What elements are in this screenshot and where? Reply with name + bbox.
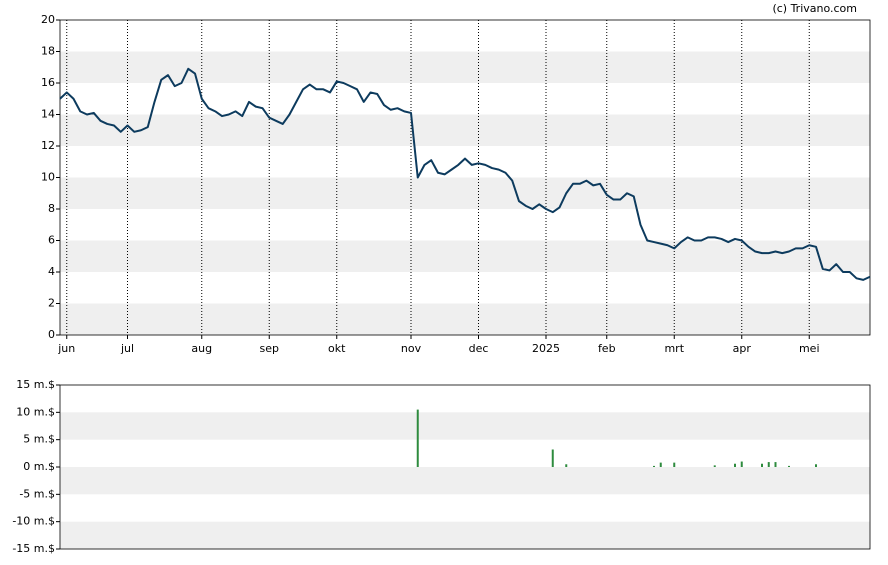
x-tick-label: feb [598, 342, 616, 355]
y-tick-label: 18 [41, 45, 55, 58]
y-tick-label: 2 [48, 297, 55, 310]
x-tick-label: 2025 [532, 342, 560, 355]
volume-bar [416, 409, 419, 467]
price-line [59, 67, 871, 281]
plot-frame [59, 384, 871, 550]
y-tick-label: -5 m.$ [19, 487, 55, 500]
y-tick-label: 10 m.$ [16, 405, 55, 418]
grid-band [60, 51, 870, 83]
y-tick-label: 16 [41, 76, 55, 89]
y-tick-label: 5 m.$ [23, 433, 55, 446]
x-tick-label: sep [260, 342, 279, 355]
y-tick-label: 14 [41, 108, 55, 121]
grid-band [60, 240, 870, 272]
x-tick-label: jul [120, 342, 134, 355]
x-tick-label: dec [469, 342, 489, 355]
grid-band [60, 177, 870, 209]
grid-band [60, 521, 870, 549]
grid-band [60, 303, 870, 335]
volume-bar [774, 462, 777, 467]
x-tick-label: apr [733, 342, 752, 355]
volume-bar [767, 462, 770, 467]
y-tick-label: 6 [48, 234, 55, 247]
volume-bar [815, 464, 817, 467]
x-tick-label: okt [328, 342, 346, 355]
volume-bar [653, 465, 655, 467]
y-tick-label: 12 [41, 139, 55, 152]
plot-frame [59, 19, 871, 336]
volume-bar [740, 461, 743, 467]
y-tick-label: -15 m.$ [12, 542, 55, 555]
volume-bar [788, 465, 790, 467]
volume-bar [734, 463, 736, 467]
volume-bar [713, 465, 716, 467]
volume-bar [673, 462, 676, 467]
y-tick-label: -10 m.$ [12, 515, 55, 528]
x-tick-label: jun [57, 342, 75, 355]
y-tick-label: 4 [48, 265, 55, 278]
x-tick-label: aug [191, 342, 212, 355]
y-tick-label: 0 m.$ [23, 460, 55, 473]
volume-bar [565, 464, 568, 467]
volume-bar [761, 463, 763, 467]
x-tick-label: mrt [664, 342, 684, 355]
volume-bar [659, 462, 662, 467]
y-tick-label: 15 m.$ [16, 378, 55, 391]
y-tick-label: 8 [48, 202, 55, 215]
x-tick-label: nov [401, 342, 422, 355]
credit: (c) Trivano.com [772, 2, 857, 15]
grid-band [60, 114, 870, 146]
y-tick-label: 20 [41, 13, 55, 26]
x-tick-label: mei [799, 342, 820, 355]
y-tick-label: 0 [48, 328, 55, 341]
y-tick-label: 10 [41, 171, 55, 184]
grid-band [60, 467, 870, 495]
volume-bar [551, 449, 554, 467]
grid-band [60, 412, 870, 440]
